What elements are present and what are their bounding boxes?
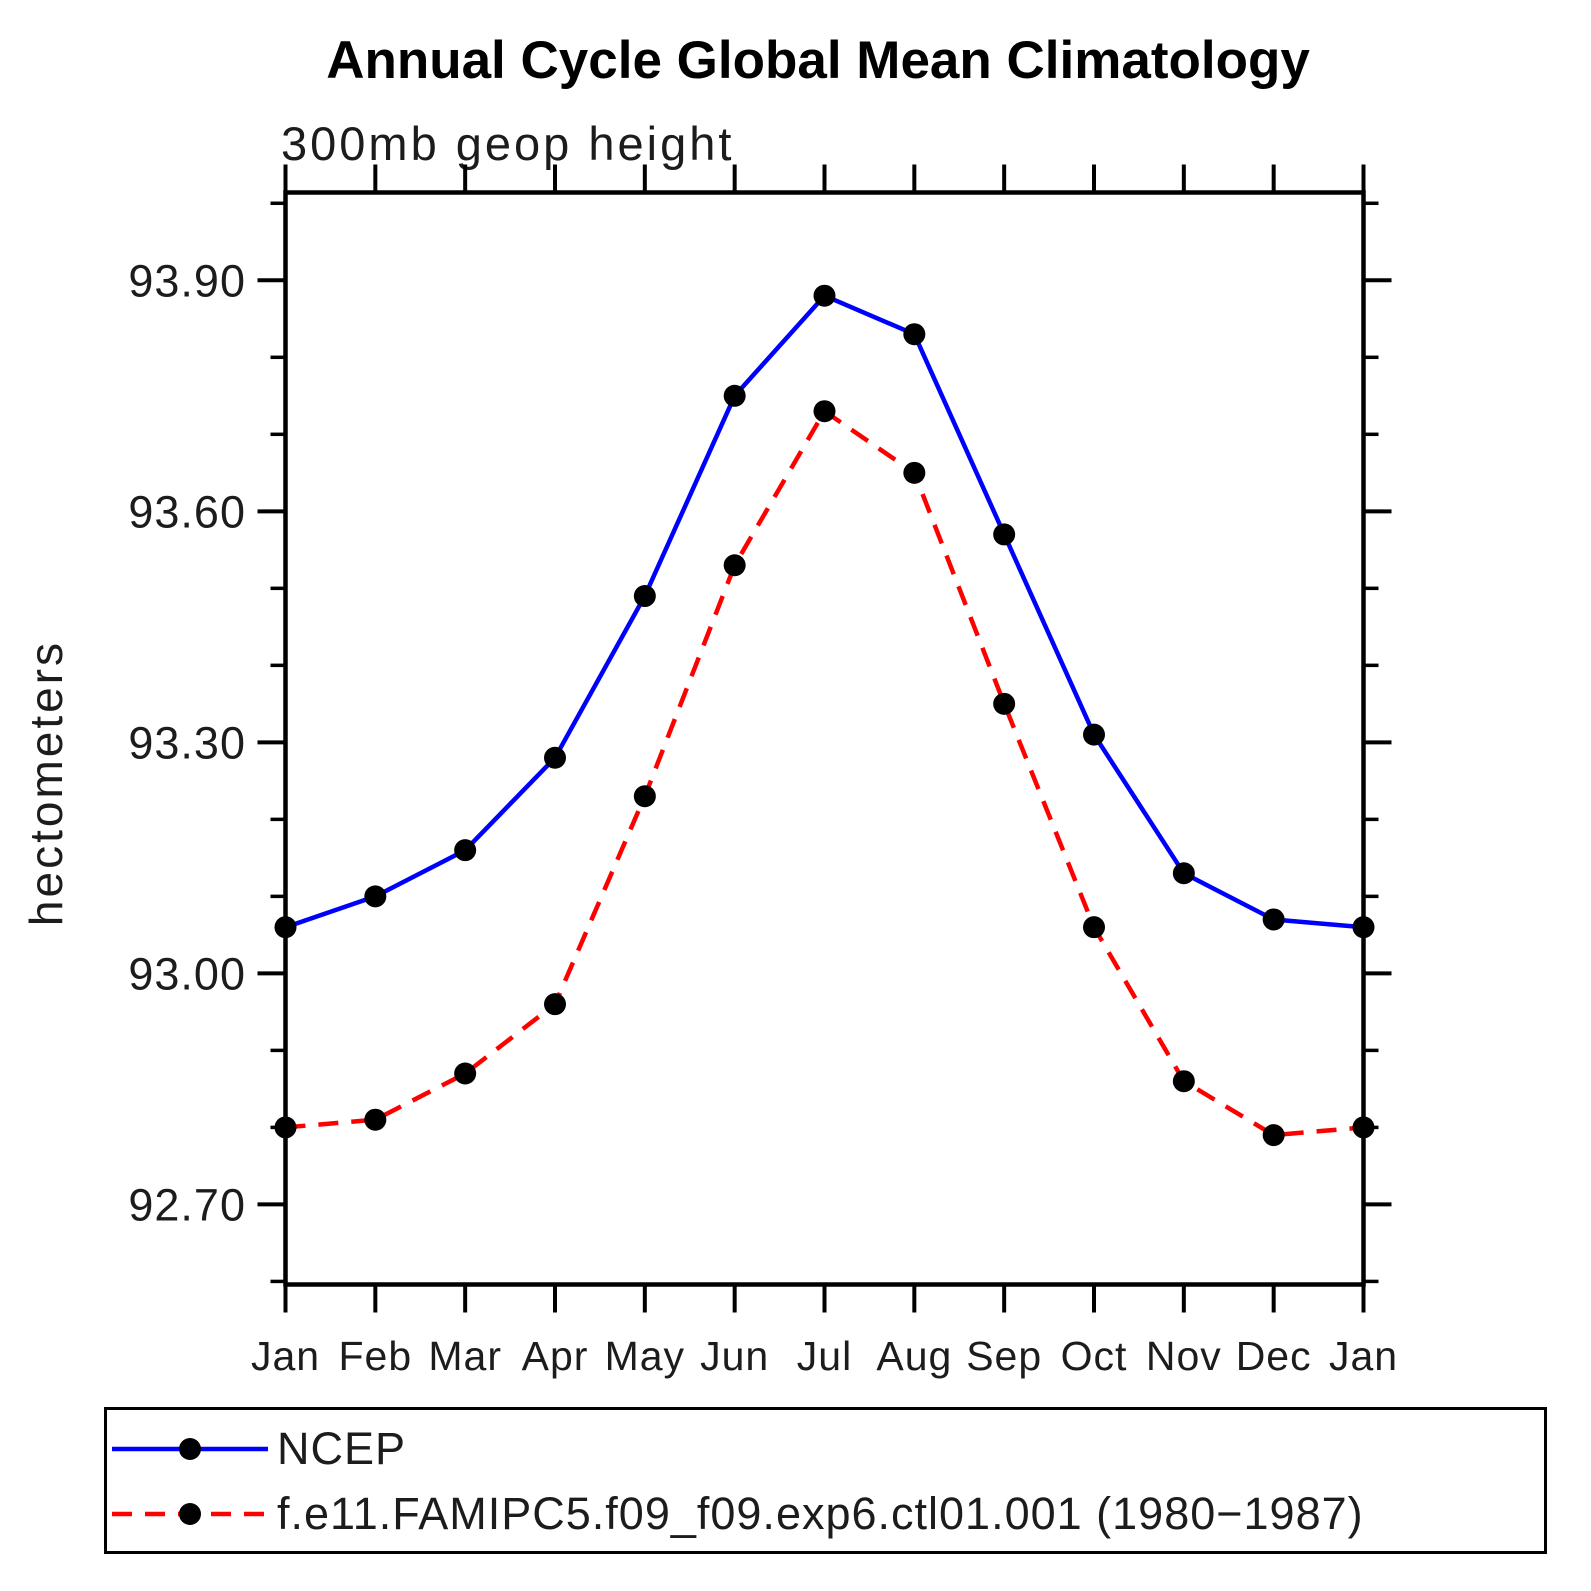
- data-point-marker: [1083, 916, 1105, 939]
- plot-frame: [283, 190, 1366, 1287]
- x-tick-label: Feb: [339, 1333, 413, 1379]
- data-point-marker: [1262, 908, 1285, 931]
- data-point-marker: [1083, 723, 1105, 746]
- data-point-marker: [544, 993, 566, 1016]
- x-tick-label: Oct: [1061, 1333, 1128, 1379]
- data-point-marker: [274, 916, 297, 939]
- y-tick-label: 93.60: [128, 486, 246, 537]
- data-point-marker: [364, 885, 387, 908]
- x-tick-label: Sep: [966, 1333, 1042, 1379]
- legend-label-ncep: NCEP: [277, 1423, 406, 1474]
- x-tick-label: Jun: [700, 1333, 769, 1379]
- legend: NCEP f.e11.FAMIPC5.f09_f09.exp6.ctl01.00…: [104, 1407, 1547, 1554]
- data-point-marker: [364, 1108, 387, 1131]
- data-point-marker: [993, 523, 1016, 546]
- data-point-marker: [1352, 1116, 1375, 1139]
- ncep-line: [284, 293, 1364, 930]
- data-point-marker: [993, 692, 1016, 715]
- data-point-marker: [1172, 862, 1195, 885]
- x-tick-label: Apr: [522, 1333, 589, 1379]
- data-point-marker: [903, 461, 926, 484]
- y-axis-label: hectometers: [20, 640, 72, 926]
- chart-subtitle: 300mb geop height: [281, 117, 734, 170]
- x-tick-label: Dec: [1236, 1333, 1312, 1379]
- data-point-marker: [454, 1062, 477, 1085]
- x-tick-label: Jan: [251, 1333, 320, 1379]
- x-tick-label: Aug: [876, 1333, 952, 1379]
- x-tick-label: Nov: [1146, 1333, 1222, 1379]
- x-tick-label: Jul: [797, 1333, 852, 1379]
- y-tick-label: 92.70: [128, 1179, 246, 1230]
- x-tick-label: May: [605, 1333, 685, 1379]
- data-point-marker: [633, 585, 656, 608]
- data-point-marker: [633, 785, 656, 808]
- data-point-marker: [274, 1116, 297, 1139]
- legend-entry-ncep: NCEP: [112, 1423, 406, 1474]
- plot-area: Jan Feb Mar Apr May Jun Jul Aug Sep Oct Nov Dec Jan 9…: [128, 164, 1398, 1379]
- chart-title: Annual Cycle Global Mean Climatology: [326, 31, 1310, 90]
- legend-entry-model: f.e11.FAMIPC5.f09_f09.exp6.ctl01.001 (19…: [112, 1488, 1364, 1539]
- data-point-marker: [1262, 1124, 1285, 1147]
- legend-box: [104, 1407, 1547, 1554]
- y-tick-label: 93.00: [128, 948, 246, 999]
- data-point-marker: [903, 323, 926, 346]
- data-point-marker: [813, 284, 836, 307]
- y-tick-label: 93.30: [128, 717, 246, 768]
- data-point-marker: [1352, 916, 1375, 939]
- data-point-marker: [544, 746, 566, 769]
- data-point-marker: [813, 400, 836, 423]
- data-point-marker: [723, 554, 746, 577]
- model-line: [285, 408, 1364, 1138]
- legend-label-model: f.e11.FAMIPC5.f09_f09.exp6.ctl01.001 (19…: [277, 1488, 1364, 1539]
- legend-marker-dot: [179, 1503, 201, 1525]
- x-tick-label: Jan: [1329, 1333, 1398, 1379]
- data-point-marker: [723, 384, 746, 407]
- x-tick-label: Mar: [428, 1333, 502, 1379]
- y-tick-label: 93.90: [128, 255, 246, 306]
- data-point-marker: [454, 839, 477, 862]
- data-point-marker: [1172, 1070, 1195, 1093]
- legend-marker-dot: [179, 1438, 201, 1460]
